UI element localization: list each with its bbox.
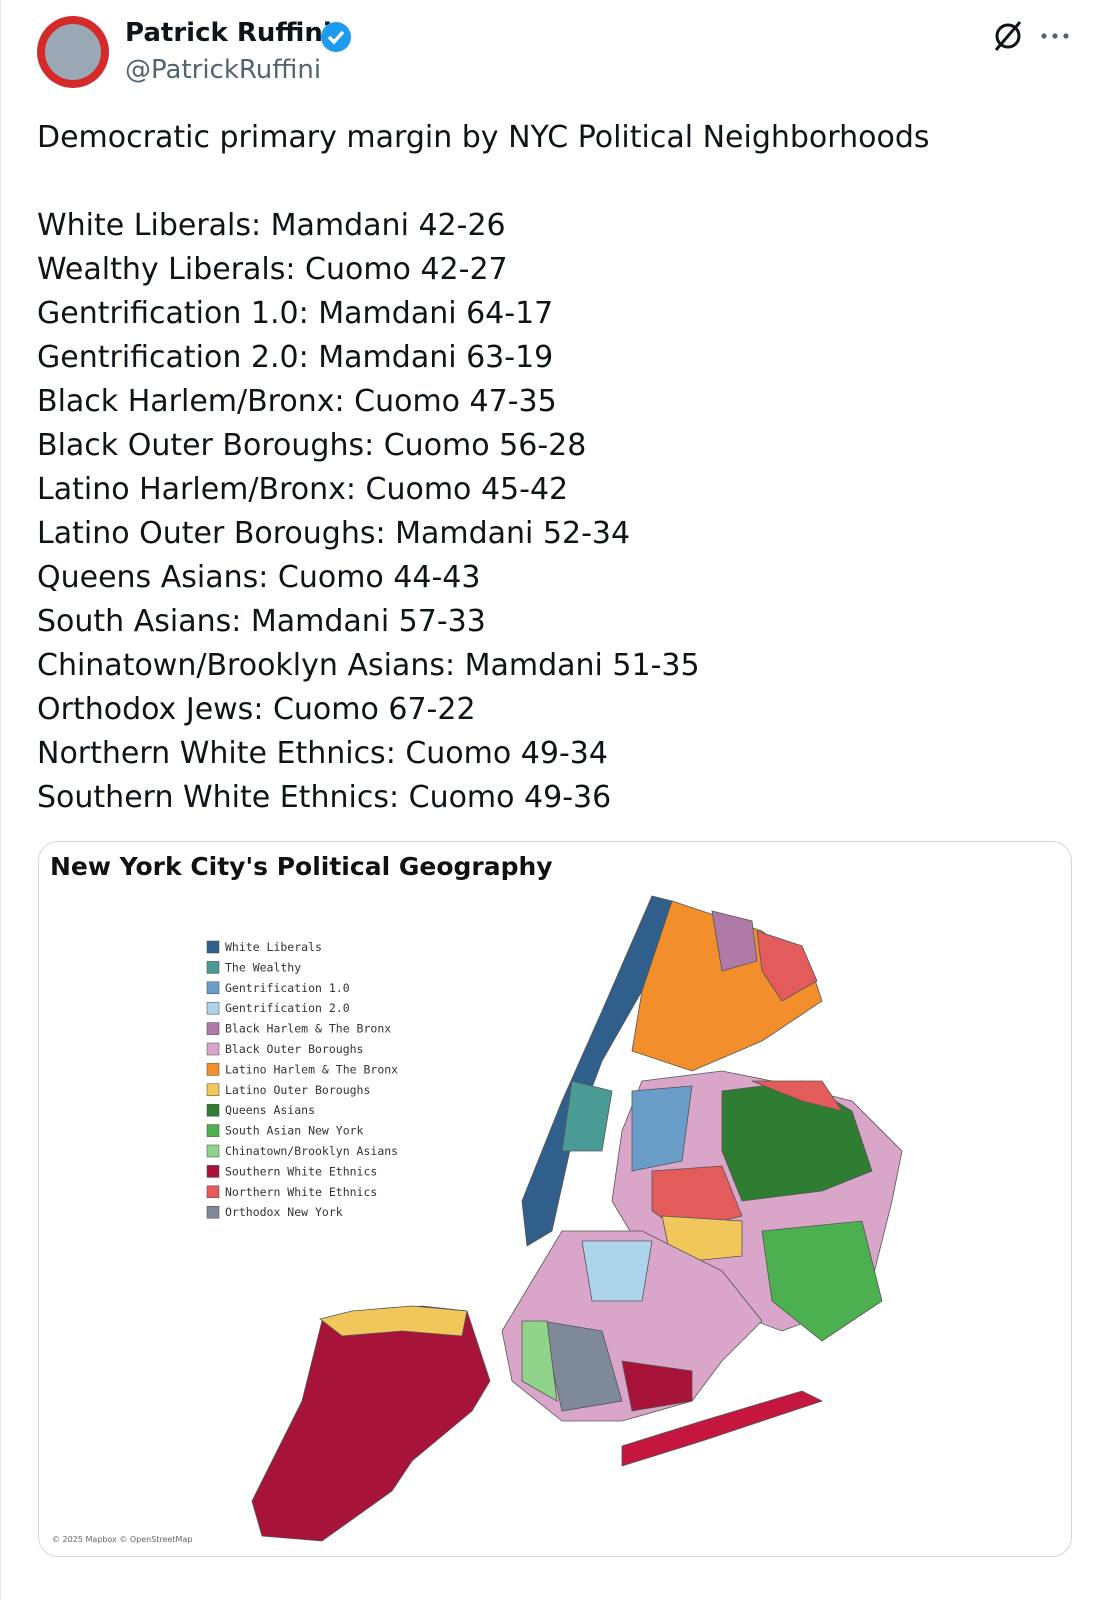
legend-label: Chinatown/Brooklyn Asians [225,1144,398,1158]
legend-label: South Asian New York [225,1124,364,1138]
tweet-line: Black Harlem/Bronx: Cuomo 47-35 [37,384,557,419]
legend-swatch [206,961,220,974]
legend: White Liberals The Wealthy Gentrification … [206,940,398,1219]
legend-label: The Wealthy [225,960,301,974]
legend-swatch [206,1185,220,1199]
grok-icon[interactable] [994,21,1022,51]
legend-swatch [206,1205,220,1219]
avatar[interactable] [31,8,141,108]
legend-label: Black Outer Boroughs [225,1042,363,1056]
map-image: New York City's Political Geography [50,852,903,1544]
tweet-text: Democratic primary margin by NYC Politic… [37,116,930,820]
legend-swatch [206,1001,220,1015]
top-icons [994,21,1069,51]
legend-swatch [206,1103,220,1117]
map-credit: © 2025 Mapbox © OpenStreetMap [52,1535,192,1544]
legend-label: Queens Asians [225,1103,315,1117]
legend-label: Gentrification 1.0 [225,981,350,995]
legend-label: Orthodox New York [225,1205,343,1219]
tweet-line: Northern White Ethnics: Cuomo 49-34 [37,736,608,771]
tweet-line: Southern White Ethnics: Cuomo 49-36 [37,780,612,815]
tweet-lines: White Liberals: Mamdani 42-26 Wealthy Lib… [37,204,930,820]
legend-swatch [206,1063,220,1076]
tweet-line: Latino Outer Boroughs: Mamdani 52-34 [37,516,631,551]
tweet-line: Wealthy Liberals: Cuomo 42-27 [37,252,508,287]
legend-label: Northern White Ethnics [225,1185,377,1199]
media-card[interactable]: New York City's Political Geography [38,841,1072,1557]
tweet-line: Gentrification 1.0: Mamdani 64-17 [37,296,554,331]
user-name[interactable]: Patrick Ruffini [125,18,332,48]
tweet-line: Black Outer Boroughs: Cuomo 56-28 [37,428,587,463]
legend-label: Black Harlem & The Bronx [225,1022,391,1036]
tweet-line: Orthodox Jews: Cuomo 67-22 [37,692,476,727]
legend-swatch [206,1144,220,1158]
tweet-line: South Asians: Mamdani 57-33 [37,604,486,639]
user-handle[interactable]: @PatrickRuffini [125,55,322,85]
legend-swatch [206,981,220,995]
map-title: New York City's Political Geography [50,852,553,881]
legend-swatch [206,1165,220,1178]
legend-swatch [206,1022,220,1035]
legend-label: Gentrification 2.0 [225,1001,350,1015]
map-shapes [251,895,903,1542]
tweet-line: Chinatown/Brooklyn Asians: Mamdani 51-35 [37,648,700,683]
tweet-line: Queens Asians: Cuomo 44-43 [37,560,481,595]
verified-badge [321,22,351,52]
more-icon[interactable] [1041,33,1069,39]
legend-swatch [206,940,220,954]
legend-label: White Liberals [225,940,322,954]
legend-label: Latino Harlem & The Bronx [225,1062,398,1076]
spacer [37,160,930,204]
tweet-line: Gentrification 2.0: Mamdani 63-19 [37,340,554,375]
avatar-inner [45,24,101,80]
tweet-intro: Democratic primary margin by NYC Politic… [37,120,930,155]
legend-label: Latino Outer Boroughs [225,1083,370,1097]
legend-label: Southern White Ethnics [225,1164,377,1178]
legend-swatch [206,1083,220,1097]
legend-swatch [206,1042,220,1056]
tweet-line: Latino Harlem/Bronx: Cuomo 45-42 [37,472,569,507]
tweet-line: White Liberals: Mamdani 42-26 [37,208,506,243]
legend-swatch [206,1124,220,1137]
